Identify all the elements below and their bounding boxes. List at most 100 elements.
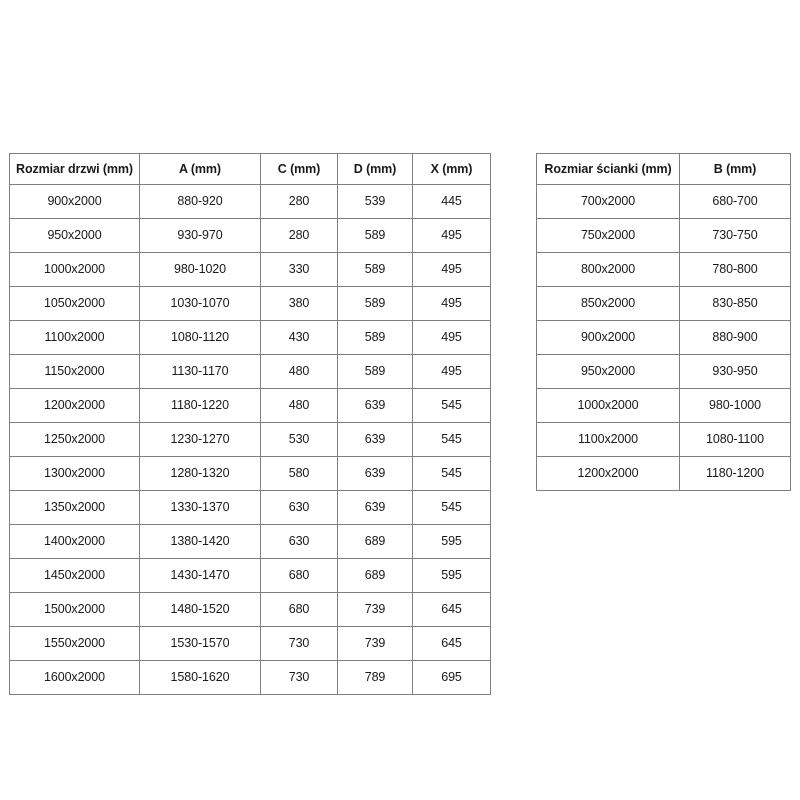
- cell-b: 780-800: [679, 252, 791, 287]
- table-row: 850x2000 830-850: [536, 286, 791, 321]
- table-row: 900x2000 880-920 280 539 445: [9, 184, 491, 219]
- wall-dimensions-table: Rozmiar ścianki (mm) B (mm) 700x2000 680-…: [536, 153, 791, 491]
- cell-wall-size: 900x2000: [536, 320, 680, 355]
- cell-b: 680-700: [679, 184, 791, 219]
- cell-b: 730-750: [679, 218, 791, 253]
- cell-x: 495: [412, 354, 491, 389]
- table-row: 1200x2000 1180-1200: [536, 456, 791, 491]
- table-row: 900x2000 880-900: [536, 320, 791, 355]
- doors-dimensions-table: Rozmiar drzwi (mm) A (mm) C (mm) D (mm) …: [9, 153, 491, 695]
- table-row: 1500x2000 1480-1520 680 739 645: [9, 592, 491, 627]
- cell-d: 589: [337, 286, 413, 321]
- cell-door-size: 1200x2000: [9, 388, 140, 423]
- cell-b: 1080-1100: [679, 422, 791, 457]
- cell-wall-size: 950x2000: [536, 354, 680, 389]
- column-header-d: D (mm): [337, 153, 413, 185]
- cell-d: 689: [337, 524, 413, 559]
- cell-d: 739: [337, 626, 413, 661]
- table-row: 1450x2000 1430-1470 680 689 595: [9, 558, 491, 593]
- cell-wall-size: 800x2000: [536, 252, 680, 287]
- cell-door-size: 1350x2000: [9, 490, 140, 525]
- table-row: 1400x2000 1380-1420 630 689 595: [9, 524, 491, 559]
- table-row: 1300x2000 1280-1320 580 639 545: [9, 456, 491, 491]
- cell-b: 980-1000: [679, 388, 791, 423]
- cell-d: 639: [337, 456, 413, 491]
- cell-x: 495: [412, 320, 491, 355]
- cell-c: 580: [260, 456, 338, 491]
- cell-c: 280: [260, 184, 338, 219]
- column-header-wall-size: Rozmiar ścianki (mm): [536, 153, 680, 185]
- cell-b: 830-850: [679, 286, 791, 321]
- cell-a: 1130-1170: [139, 354, 261, 389]
- table-row: 950x2000 930-950: [536, 354, 791, 389]
- cell-x: 495: [412, 218, 491, 253]
- cell-b: 930-950: [679, 354, 791, 389]
- cell-d: 689: [337, 558, 413, 593]
- cell-a: 1180-1220: [139, 388, 261, 423]
- cell-a: 1530-1570: [139, 626, 261, 661]
- cell-a: 1030-1070: [139, 286, 261, 321]
- cell-x: 545: [412, 388, 491, 423]
- cell-a: 1230-1270: [139, 422, 261, 457]
- table-row: 1000x2000 980-1000: [536, 388, 791, 423]
- table-header-row: Rozmiar drzwi (mm) A (mm) C (mm) D (mm) …: [9, 153, 491, 185]
- cell-a: 1580-1620: [139, 660, 261, 695]
- cell-a: 980-1020: [139, 252, 261, 287]
- cell-x: 595: [412, 558, 491, 593]
- cell-door-size: 1250x2000: [9, 422, 140, 457]
- cell-wall-size: 700x2000: [536, 184, 680, 219]
- cell-x: 645: [412, 592, 491, 627]
- cell-c: 330: [260, 252, 338, 287]
- cell-a: 1380-1420: [139, 524, 261, 559]
- cell-a: 880-920: [139, 184, 261, 219]
- cell-d: 539: [337, 184, 413, 219]
- cell-d: 789: [337, 660, 413, 695]
- cell-door-size: 1000x2000: [9, 252, 140, 287]
- table-row: 1100x2000 1080-1100: [536, 422, 791, 457]
- cell-c: 680: [260, 592, 338, 627]
- cell-c: 530: [260, 422, 338, 457]
- cell-d: 589: [337, 218, 413, 253]
- cell-c: 630: [260, 490, 338, 525]
- cell-c: 380: [260, 286, 338, 321]
- table-row: 1350x2000 1330-1370 630 639 545: [9, 490, 491, 525]
- cell-a: 1280-1320: [139, 456, 261, 491]
- table-row: 1600x2000 1580-1620 730 789 695: [9, 660, 491, 695]
- cell-door-size: 1300x2000: [9, 456, 140, 491]
- table-row: 1100x2000 1080-1120 430 589 495: [9, 320, 491, 355]
- cell-door-size: 1550x2000: [9, 626, 140, 661]
- cell-x: 595: [412, 524, 491, 559]
- cell-a: 1330-1370: [139, 490, 261, 525]
- cell-door-size: 1150x2000: [9, 354, 140, 389]
- cell-d: 589: [337, 252, 413, 287]
- cell-wall-size: 750x2000: [536, 218, 680, 253]
- table-row: 750x2000 730-750: [536, 218, 791, 253]
- cell-b: 880-900: [679, 320, 791, 355]
- cell-x: 495: [412, 252, 491, 287]
- column-header-c: C (mm): [260, 153, 338, 185]
- cell-x: 445: [412, 184, 491, 219]
- table-row: 1050x2000 1030-1070 380 589 495: [9, 286, 491, 321]
- table-row: 700x2000 680-700: [536, 184, 791, 219]
- cell-c: 480: [260, 388, 338, 423]
- cell-door-size: 1400x2000: [9, 524, 140, 559]
- column-header-door-size: Rozmiar drzwi (mm): [9, 153, 140, 185]
- cell-wall-size: 1000x2000: [536, 388, 680, 423]
- table-row: 1550x2000 1530-1570 730 739 645: [9, 626, 491, 661]
- cell-d: 639: [337, 490, 413, 525]
- cell-d: 739: [337, 592, 413, 627]
- cell-c: 480: [260, 354, 338, 389]
- column-header-b: B (mm): [679, 153, 791, 185]
- cell-c: 280: [260, 218, 338, 253]
- cell-c: 730: [260, 660, 338, 695]
- cell-x: 495: [412, 286, 491, 321]
- table-row: 1150x2000 1130-1170 480 589 495: [9, 354, 491, 389]
- cell-wall-size: 1100x2000: [536, 422, 680, 457]
- doors-table-body: 900x2000 880-920 280 539 445 950x2000 930-970 2…: [9, 184, 491, 695]
- cell-a: 1480-1520: [139, 592, 261, 627]
- cell-door-size: 1500x2000: [9, 592, 140, 627]
- cell-door-size: 1100x2000: [9, 320, 140, 355]
- cell-a: 1430-1470: [139, 558, 261, 593]
- cell-b: 1180-1200: [679, 456, 791, 491]
